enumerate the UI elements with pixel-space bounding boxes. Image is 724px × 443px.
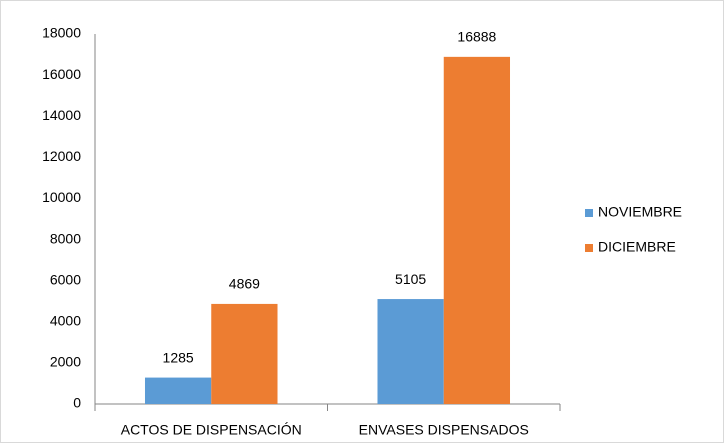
x-tick-label: ENVASES DISPENSADOS (359, 422, 529, 438)
x-tick-label: ACTOS DE DISPENSACIÓN (121, 422, 302, 438)
y-tick-label: 0 (73, 395, 81, 411)
legend-label: NOVIEMBRE (598, 204, 682, 220)
y-tick-label: 8000 (50, 230, 81, 246)
data-label: 5105 (395, 271, 426, 287)
y-tick-label: 12000 (42, 148, 81, 164)
y-tick-label: 14000 (42, 107, 81, 123)
y-tick-label: 4000 (50, 312, 81, 328)
bar (443, 56, 511, 404)
legend-swatch (585, 244, 593, 252)
y-tick-label: 6000 (50, 271, 81, 287)
y-tick-label: 18000 (42, 25, 81, 41)
data-label: 4869 (229, 276, 260, 292)
y-tick-label: 10000 (42, 189, 81, 205)
y-tick-label: 2000 (50, 354, 81, 370)
data-label: 16888 (457, 29, 496, 45)
bar (211, 303, 278, 404)
bar (144, 377, 212, 404)
legend-swatch (585, 209, 593, 217)
legend-label: DICIEMBRE (598, 239, 676, 255)
y-tick-label: 16000 (42, 66, 81, 82)
data-label: 1285 (163, 349, 194, 365)
bar (377, 299, 444, 404)
